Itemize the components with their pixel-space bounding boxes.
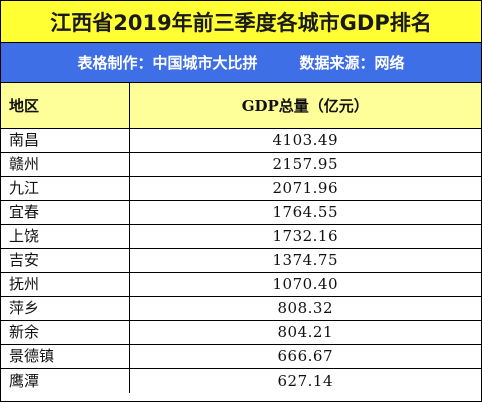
table-maker-label: 表格制作：中国城市大比拼 bbox=[77, 54, 258, 72]
table-row: 鹰潭 627.14 bbox=[1, 368, 481, 394]
page-title: 江西省2019年前三季度各城市GDP排名 bbox=[1, 1, 481, 43]
gdp-cell: 4103.49 bbox=[128, 127, 481, 153]
gdp-cell: 2157.95 bbox=[128, 151, 481, 177]
city-cell: 宜春 bbox=[1, 199, 130, 225]
table-row: 景德镇 666.67 bbox=[1, 344, 481, 370]
city-cell: 赣州 bbox=[1, 151, 130, 177]
table-row: 赣州 2157.95 bbox=[1, 151, 481, 177]
table-row: 九江 2071.96 bbox=[1, 175, 481, 201]
city-cell: 抚州 bbox=[1, 272, 130, 298]
city-cell: 上饶 bbox=[1, 223, 130, 249]
city-cell: 新余 bbox=[1, 320, 130, 346]
gdp-cell: 2071.96 bbox=[128, 175, 481, 201]
gdp-cell: 666.67 bbox=[128, 344, 481, 370]
column-header-region: 地区 bbox=[1, 83, 130, 129]
gdp-cell: 1070.40 bbox=[128, 272, 481, 298]
table-row: 抚州 1070.40 bbox=[1, 272, 481, 298]
city-cell: 景德镇 bbox=[1, 344, 130, 370]
table-row: 萍乡 808.32 bbox=[1, 296, 481, 322]
data-source-label: 数据来源：网络 bbox=[299, 54, 405, 72]
table-header-row: 地区 GDP总量（亿元） bbox=[1, 83, 481, 129]
gdp-cell: 1374.75 bbox=[128, 247, 481, 274]
table-row: 宜春 1764.55 bbox=[1, 199, 481, 225]
city-cell: 萍乡 bbox=[1, 296, 130, 322]
city-cell: 鹰潭 bbox=[1, 368, 130, 394]
source-bar: 表格制作：中国城市大比拼 数据来源：网络 bbox=[1, 43, 481, 83]
table-row: 上饶 1732.16 bbox=[1, 223, 481, 249]
gdp-cell: 627.14 bbox=[128, 368, 481, 394]
column-header-gdp: GDP总量（亿元） bbox=[128, 83, 481, 129]
city-cell: 南昌 bbox=[1, 127, 130, 153]
gdp-cell: 1732.16 bbox=[128, 223, 481, 249]
table-row: 南昌 4103.49 bbox=[1, 127, 481, 153]
table-row: 新余 804.21 bbox=[1, 320, 481, 346]
gdp-cell: 1764.55 bbox=[128, 199, 481, 225]
city-cell: 九江 bbox=[1, 175, 130, 201]
gdp-cell: 804.21 bbox=[128, 320, 481, 346]
table-row: 吉安 1374.75 bbox=[1, 247, 481, 274]
city-cell: 吉安 bbox=[1, 247, 130, 274]
gdp-table: 地区 GDP总量（亿元） 南昌 4103.49 赣州 2157.95 九江 20… bbox=[1, 83, 481, 394]
gdp-cell: 808.32 bbox=[128, 296, 481, 322]
